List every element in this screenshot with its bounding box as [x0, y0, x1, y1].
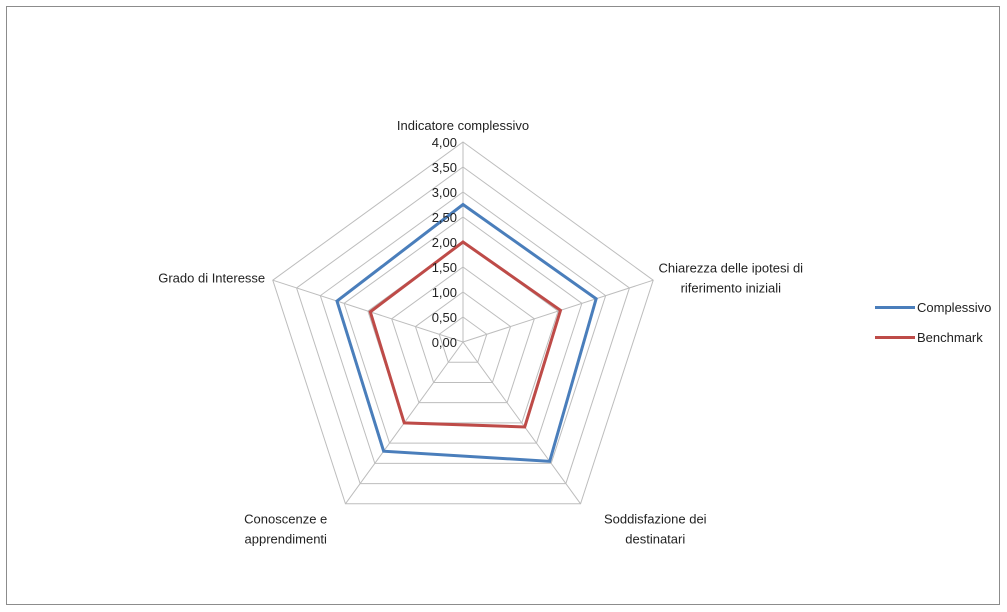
axis-spoke-4: [272, 279, 464, 343]
legend-item-complessivo: Complessivo: [875, 297, 991, 317]
grid-ring-8: [272, 141, 654, 505]
axis-label-line: Chiarezza delle ipotesi di: [659, 261, 804, 276]
legend-label-complessivo: Complessivo: [917, 299, 992, 315]
grid-ring-2: [414, 291, 512, 383]
axis-label-2: Soddisfazione dei destinatari: [604, 511, 707, 546]
axis-label-1: Chiarezza delle ipotesi di riferimento in…: [659, 261, 804, 296]
legend-item-benchmark: Benchmark: [875, 327, 991, 347]
tick-label-6: 3,00: [432, 185, 457, 200]
series-line-benchmark: [368, 240, 563, 429]
grid-ring-3: [391, 266, 535, 404]
tick-label-0: 0,00: [432, 335, 457, 350]
axis-label-3: Conoscenze e apprendimenti: [244, 511, 327, 546]
grid-ring-1: [438, 316, 488, 363]
series-line-complessivo: [335, 202, 598, 463]
grid-ring-5: [343, 216, 583, 444]
grid-ring-7: [295, 166, 631, 485]
grid-ring-4: [367, 241, 559, 424]
axis-label-line: destinatari: [625, 531, 685, 546]
legend-swatch-complessivo: [875, 305, 915, 309]
axis-label-line: riferimento iniziali: [681, 281, 782, 296]
axis-label-line: apprendimenti: [245, 531, 327, 546]
axis-spoke-1: [462, 279, 654, 343]
grid-ring-6: [319, 191, 607, 464]
tick-label-7: 3,50: [432, 160, 457, 175]
axis-label-line: Indicatore complessivo: [397, 118, 529, 133]
legend: Complessivo Benchmark: [875, 297, 991, 357]
tick-label-3: 1,50: [432, 260, 457, 275]
chart-frame: 0,00 0,50 1,00 1,50 2,00 2,50 3,00 3,50 4,00 Indi…: [6, 6, 1000, 605]
legend-label-benchmark: Benchmark: [917, 329, 983, 345]
tick-label-8: 4,00: [432, 135, 457, 150]
tick-label-1: 0,50: [432, 310, 457, 325]
radar-chart: 0,00 0,50 1,00 1,50 2,00 2,50 3,00 3,50 4,00 Indi…: [158, 118, 804, 546]
legend-swatch-benchmark: [875, 335, 915, 339]
tick-label-2: 1,00: [432, 285, 457, 300]
tick-label-4: 2,00: [432, 235, 457, 250]
axis-label-0: Indicatore complessivo: [397, 118, 529, 133]
axis-spoke-2: [462, 341, 581, 505]
axis-label-line: Soddisfazione dei: [604, 511, 707, 526]
tick-label-5: 2,50: [432, 210, 457, 225]
axis-label-line: Conoscenze e: [244, 511, 327, 526]
axis-label-4: Grado di Interesse: [158, 271, 265, 286]
axis-label-line: Grado di Interesse: [158, 271, 265, 286]
